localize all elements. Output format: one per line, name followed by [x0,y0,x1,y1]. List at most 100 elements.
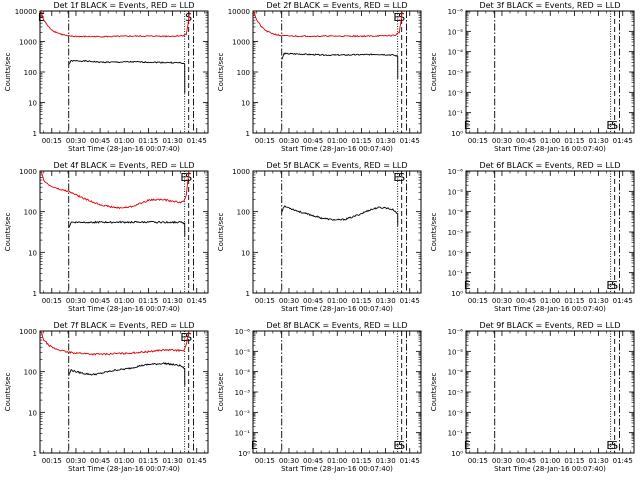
marker-label-s: S [398,439,405,452]
y-tick-label: 100 [24,69,37,77]
y-tick-label: 1 [33,450,37,458]
x-tick-label: 01:15 [564,457,584,465]
x-tick-label: 00:15 [468,457,488,465]
x-tick-label: 01:00 [114,457,134,465]
y-tick-label: 10⁰ [451,450,463,458]
y-tick-label: 10⁻¹ [448,110,464,118]
marker-label-e: E [606,279,613,292]
y-tick-label: 1000 [232,39,250,47]
y-tick-label: 10⁻¹ [448,430,464,438]
series-lld-line [253,11,403,38]
series-events-line [281,52,399,79]
plot-title: Det 1f BLACK = Events, RED = LLD [53,1,194,10]
y-tick-label: 10⁻¹ [448,270,464,278]
x-axis-label: Start Time (28-Jan-16 00:07:40) [281,145,393,153]
x-tick-label: 00:45 [90,297,110,305]
x-axis-label: Start Time (28-Jan-16 00:07:40) [68,465,180,473]
plot-title: Det 8f BLACK = Events, RED = LLD [266,321,407,330]
y-axis-label: Counts/sec [430,213,438,252]
y-axis-label: Counts/sec [4,213,12,252]
y-tick-label: 10⁻⁶ [448,328,464,336]
y-tick-label: 10⁻³ [448,389,464,397]
x-tick-label: 00:30 [492,297,512,305]
y-tick-label: 10⁻³ [448,69,464,77]
x-tick-label: 01:15 [138,137,158,145]
x-axis-label: Start Time (28-Jan-16 00:07:40) [494,465,606,473]
x-tick-label: 01:00 [540,297,560,305]
x-tick-label: 01:00 [540,457,560,465]
x-tick-label: 01:30 [588,137,608,145]
x-tick-label: 01:45 [187,137,207,145]
plot-title: Det 6f BLACK = Events, RED = LLD [479,161,620,170]
x-tick-label: 00:15 [42,297,62,305]
x-tick-label: 01:30 [162,297,182,305]
series-events-line [281,204,399,226]
plot-frame [39,170,209,294]
plot-frame [39,330,209,454]
x-tick-label: 00:30 [66,137,86,145]
x-tick-label: 01:00 [540,137,560,145]
x-tick-label: 00:15 [42,137,62,145]
x-tick-label: 00:30 [279,137,299,145]
x-tick-label: 01:00 [114,137,134,145]
x-axis-label: Start Time (28-Jan-16 00:07:40) [281,465,393,473]
plot-frame [252,170,422,294]
y-tick-label: 10⁻² [448,249,464,257]
x-tick-label: 01:45 [613,137,633,145]
x-tick-label: 00:15 [468,137,488,145]
plot-frame [465,10,635,134]
marker-label-e: E [38,11,45,24]
x-tick-label: 01:15 [351,457,371,465]
plot-title: Det 7f BLACK = Events, RED = LLD [53,321,194,330]
y-tick-label: 10⁻⁵ [448,28,464,36]
y-tick-label: 1000 [19,328,37,336]
x-tick-label: 01:30 [375,137,395,145]
x-tick-label: 01:30 [588,457,608,465]
marker-label-s: S [611,439,618,452]
panel-det-4: Det 4f BLACK = Events, RED = LLD Counts/s… [4,161,209,313]
y-tick-label: 100 [24,209,37,217]
x-axis-label: Start Time (28-Jan-16 00:07:40) [494,145,606,153]
x-tick-label: 00:45 [516,457,536,465]
y-tick-label: 10⁻² [235,409,251,417]
y-tick-label: 1 [246,130,250,138]
series-lld-line [40,171,190,210]
x-tick-label: 01:15 [138,457,158,465]
x-tick-label: 01:45 [613,297,633,305]
y-tick-label: 10⁻⁴ [448,209,464,217]
x-tick-label: 00:15 [468,297,488,305]
y-tick-label: 10⁻⁴ [235,369,251,377]
marker-label-e: E [393,171,400,184]
series-events-line [68,220,186,237]
x-axis-label: Start Time (28-Jan-16 00:07:40) [68,145,180,153]
marker-label-e: E [464,279,471,292]
marker-label-s: S [398,171,405,184]
y-tick-label: 100 [24,369,37,377]
panel-det-6: Det 6f BLACK = Events, RED = LLD Counts/s… [430,161,635,313]
x-tick-label: 01:30 [375,297,395,305]
y-tick-label: 10 [28,249,37,257]
y-tick-label: 1000 [19,39,37,47]
x-tick-label: 00:45 [90,137,110,145]
panel-det-2: Det 2f BLACK = Events, RED = LLD Counts/s… [217,1,422,153]
x-tick-label: 01:15 [138,297,158,305]
panel-det-5: Det 5f BLACK = Events, RED = LLD Counts/s… [217,161,422,313]
y-tick-label: 10⁻² [448,409,464,417]
y-tick-label: 1 [246,290,250,298]
x-tick-label: 01:45 [400,297,420,305]
panel-det-3: Det 3f BLACK = Events, RED = LLD Counts/s… [430,1,635,153]
series-events-line [68,362,186,386]
x-tick-label: 01:45 [187,297,207,305]
x-tick-label: 00:30 [279,457,299,465]
series-events-line [68,59,186,94]
plot-title: Det 9f BLACK = Events, RED = LLD [479,321,620,330]
x-tick-label: 00:45 [303,137,323,145]
y-tick-label: 10000 [15,8,37,16]
y-tick-label: 10⁻³ [448,229,464,237]
x-tick-label: 01:00 [327,137,347,145]
x-tick-label: 00:45 [303,457,323,465]
y-tick-label: 1 [33,290,37,298]
y-tick-label: 10⁻⁶ [448,168,464,176]
marker-label-e: E [180,331,187,344]
